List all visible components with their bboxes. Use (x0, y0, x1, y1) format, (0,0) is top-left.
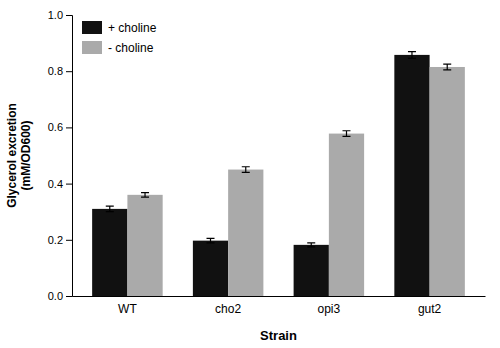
bar (92, 209, 127, 296)
bar (127, 195, 162, 296)
y-axis-title-line: (mM/OD600) (19, 120, 33, 190)
x-axis-line (73, 296, 486, 297)
plot-area: 0.0 0.2 0.4 0.6 0.8 1.0 WT cho2 opi3 gut2 + cholin… (48, 9, 486, 316)
y-axis-title: Glycerol excretion(mM/OD600) (5, 103, 33, 208)
bar (329, 134, 364, 296)
y-tick-mark (66, 184, 72, 185)
y-tick-label: 0.8 (48, 65, 63, 77)
y-axis: 0.0 0.2 0.4 0.6 0.8 1.0 (48, 9, 73, 302)
bar (294, 245, 329, 296)
x-axis-title: Strain (260, 328, 297, 343)
x-tick: cho2 (215, 302, 241, 316)
bar (394, 55, 429, 296)
y-tick-label: 0.6 (48, 121, 63, 133)
y-tick-mark (66, 240, 72, 241)
bar (430, 67, 465, 296)
x-tick-label: cho2 (215, 302, 241, 316)
error-bar (342, 131, 350, 137)
x-tick: opi3 (318, 302, 341, 316)
error-bar (207, 238, 215, 242)
error-bar (307, 243, 315, 247)
y-tick: 0.8 (48, 65, 72, 77)
y-tick: 0.0 (48, 290, 72, 302)
legend-swatch (82, 41, 102, 54)
chart: 0.0 0.2 0.4 0.6 0.8 1.0 WT cho2 opi3 gut2 + cholin… (0, 0, 500, 348)
legend-item: + choline (82, 21, 157, 35)
y-tick-label: 0.0 (48, 290, 63, 302)
error-bar (106, 206, 114, 212)
y-tick: 0.2 (48, 234, 72, 246)
legend-label: + choline (108, 21, 157, 35)
y-axis-line (66, 16, 73, 297)
legend-item: - choline (82, 41, 154, 55)
legend: + choline - choline (82, 21, 157, 55)
y-tick: 1.0 (48, 9, 72, 21)
bar (228, 170, 263, 296)
y-tick-label: 0.4 (48, 178, 63, 190)
x-tick-label: gut2 (418, 302, 442, 316)
x-tick: WT (118, 302, 137, 316)
y-tick-label: 0.2 (48, 234, 63, 246)
y-tick: 0.4 (48, 178, 72, 190)
y-tick-mark (66, 71, 72, 72)
y-tick-mark (66, 15, 72, 16)
y-tick: 0.6 (48, 121, 72, 133)
error-bar (242, 167, 250, 173)
x-tick-label: WT (118, 302, 137, 316)
x-axis: WT cho2 opi3 gut2 (73, 297, 486, 316)
error-bar (443, 64, 451, 70)
marks (92, 52, 465, 296)
y-tick-mark (66, 127, 72, 128)
legend-swatch (82, 21, 102, 34)
x-tick-label: opi3 (318, 302, 341, 316)
y-tick-mark (66, 296, 72, 297)
y-tick-label: 1.0 (48, 9, 63, 21)
bar (193, 241, 228, 296)
x-tick: gut2 (418, 302, 442, 316)
legend-label: - choline (108, 41, 154, 55)
error-bar (141, 193, 149, 197)
error-bar (408, 52, 416, 59)
y-axis-title-line: Glycerol excretion (5, 103, 19, 208)
bar-series (127, 64, 464, 296)
bar-series (92, 52, 429, 296)
